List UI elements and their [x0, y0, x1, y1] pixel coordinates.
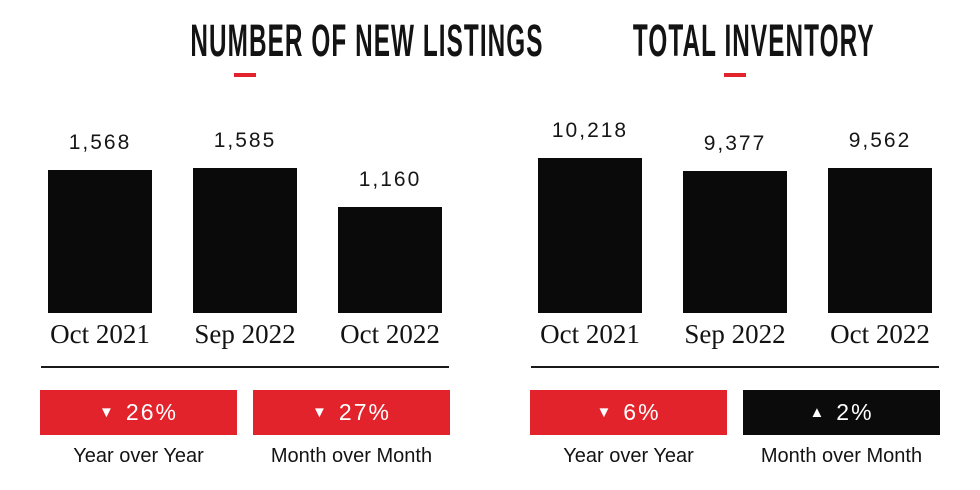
bar-value-label: 9,562 [848, 129, 912, 152]
bar [538, 158, 642, 313]
bar [828, 168, 932, 313]
chart-title-text: NUMBER OF NEW LISTINGS [190, 15, 544, 66]
x-axis-label: Oct 2022 [340, 319, 440, 349]
x-axis-label: Oct 2022 [830, 319, 930, 349]
x-axis-label: Sep 2022 [194, 319, 296, 349]
change-badge-year-over-year: ▼ 6% [530, 390, 727, 435]
title-underline-dash [234, 73, 256, 77]
bar-group: 1,585 [193, 129, 297, 313]
bar-group: 1,160 [338, 168, 442, 313]
bars-row: 10,218 9,377 9,562 [530, 115, 940, 313]
divider-line [41, 366, 449, 368]
badges-row: ▼ 6% ▲ 2% [530, 390, 940, 435]
bar [193, 168, 297, 313]
chart-title: NUMBER OF NEW LISTINGS [40, 18, 542, 63]
x-axis-label: Oct 2021 [50, 319, 150, 349]
badge-captions: Year over Year Month over Month [40, 445, 450, 468]
x-axis-labels: Oct 2021 Sep 2022 Oct 2022 [40, 319, 450, 350]
change-percent: 6% [623, 399, 661, 425]
badges-row: ▼ 26% ▼ 27% [40, 390, 450, 435]
badge-caption-month-over-month: Month over Month [270, 445, 433, 467]
x-axis-label: Sep 2022 [684, 319, 786, 349]
bars-row: 1,568 1,585 1,160 [40, 115, 450, 313]
bar-value-label: 1,585 [213, 129, 277, 152]
change-badge-year-over-year: ▼ 26% [40, 390, 237, 435]
chart-title-text: TOTAL INVENTORY [632, 15, 875, 66]
title-underline-dash [724, 73, 746, 77]
triangle-down-icon: ▼ [312, 404, 329, 421]
bar-group: 1,568 [48, 131, 152, 313]
chart-panel-new-listings: NUMBER OF NEW LISTINGS 1,568 1,585 1,160… [40, 0, 542, 490]
chart-panel-total-inventory: TOTAL INVENTORY 10,218 9,377 9,562 Oct 2… [530, 0, 940, 490]
bar [683, 171, 787, 313]
badge-caption-year-over-year: Year over Year [73, 445, 204, 467]
change-percent: 26% [125, 399, 178, 425]
bar [48, 170, 152, 313]
change-percent: 27% [338, 399, 391, 425]
x-axis-label: Oct 2021 [540, 319, 640, 349]
bar-group: 10,218 [538, 119, 642, 313]
change-percent: 2% [836, 399, 874, 425]
bar-value-label: 1,568 [68, 131, 132, 154]
triangle-up-icon: ▲ [809, 404, 827, 421]
change-badge-month-over-month: ▲ 2% [743, 390, 940, 435]
divider-line [531, 366, 939, 368]
bar-value-label: 9,377 [703, 132, 767, 155]
change-badge-month-over-month: ▼ 27% [253, 390, 450, 435]
bar-value-label: 1,160 [358, 168, 422, 191]
triangle-down-icon: ▼ [99, 404, 116, 421]
triangle-down-icon: ▼ [596, 404, 614, 421]
x-axis-labels: Oct 2021 Sep 2022 Oct 2022 [530, 319, 940, 350]
bar [338, 207, 442, 313]
bar-group: 9,562 [828, 129, 932, 313]
chart-title: TOTAL INVENTORY [530, 18, 940, 63]
badge-captions: Year over Year Month over Month [530, 445, 940, 468]
badge-caption-month-over-month: Month over Month [760, 445, 923, 467]
bar-group: 9,377 [683, 132, 787, 313]
badge-caption-year-over-year: Year over Year [563, 445, 694, 467]
bar-value-label: 10,218 [551, 119, 629, 142]
